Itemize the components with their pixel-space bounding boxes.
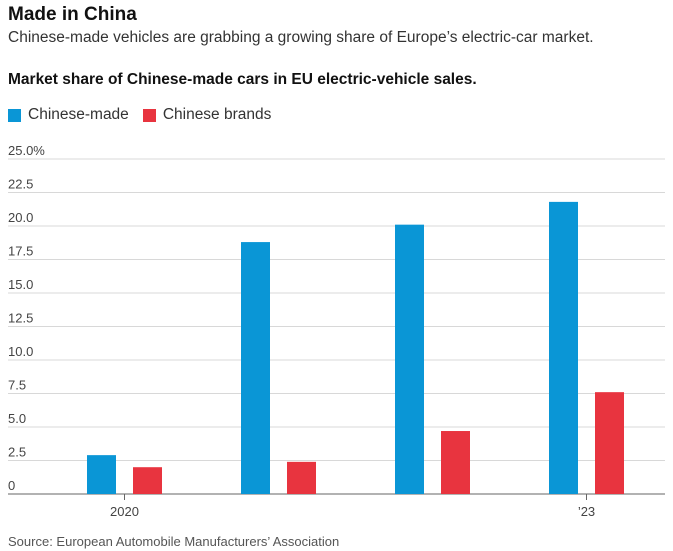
subheadline: Chinese-made vehicles are grabbing a gro… xyxy=(8,29,594,46)
y-tick-label: 22.5 xyxy=(8,177,33,192)
y-tick-label: 17.5 xyxy=(8,244,33,259)
x-tick-label: 2020 xyxy=(110,504,139,519)
y-tick-label: 0 xyxy=(8,478,15,493)
y-tick-label: 12.5 xyxy=(8,311,33,326)
bar-chinese-brands xyxy=(287,461,316,494)
chart-title: Market share of Chinese-made cars in EU … xyxy=(8,71,477,88)
y-tick-label: 15.0 xyxy=(8,277,33,292)
legend-swatch-chinese-made xyxy=(8,108,21,122)
y-tick-label: 20.0 xyxy=(8,210,33,225)
y-tick-label: 5.0 xyxy=(8,411,26,426)
legend-label-chinese-brands: Chinese brands xyxy=(162,106,272,123)
legend: Chinese-made Chinese brands xyxy=(8,106,285,124)
x-tick-label: ’23 xyxy=(578,504,595,519)
bar-chinese-made xyxy=(549,201,578,494)
y-tick-label: 2.5 xyxy=(8,445,26,460)
source-note: Source: European Automobile Manufacturer… xyxy=(8,534,340,549)
legend-item-chinese-brands: Chinese brands xyxy=(142,106,272,124)
y-tick-label: 25.0% xyxy=(8,143,45,158)
legend-item-chinese-made: Chinese-made xyxy=(8,106,129,124)
bar-chinese-made xyxy=(241,242,270,494)
bar-chinese-made xyxy=(87,455,116,494)
y-tick-label: 10.0 xyxy=(8,344,33,359)
bar-chart: 0 2.5 5.0 7.5 10.0 12.5 15.0 17.5 20.0 22.5 25.0% 2… xyxy=(8,143,665,519)
bar-chinese-brands xyxy=(595,392,624,494)
legend-label-chinese-made: Chinese-made xyxy=(28,106,129,123)
legend-swatch-chinese-brands xyxy=(142,108,156,122)
bar-chinese-brands xyxy=(133,467,162,494)
headline: Made in China xyxy=(8,4,137,25)
bar-chinese-brands xyxy=(441,431,470,494)
bar-chinese-made xyxy=(395,224,424,494)
y-tick-label: 7.5 xyxy=(8,378,26,393)
